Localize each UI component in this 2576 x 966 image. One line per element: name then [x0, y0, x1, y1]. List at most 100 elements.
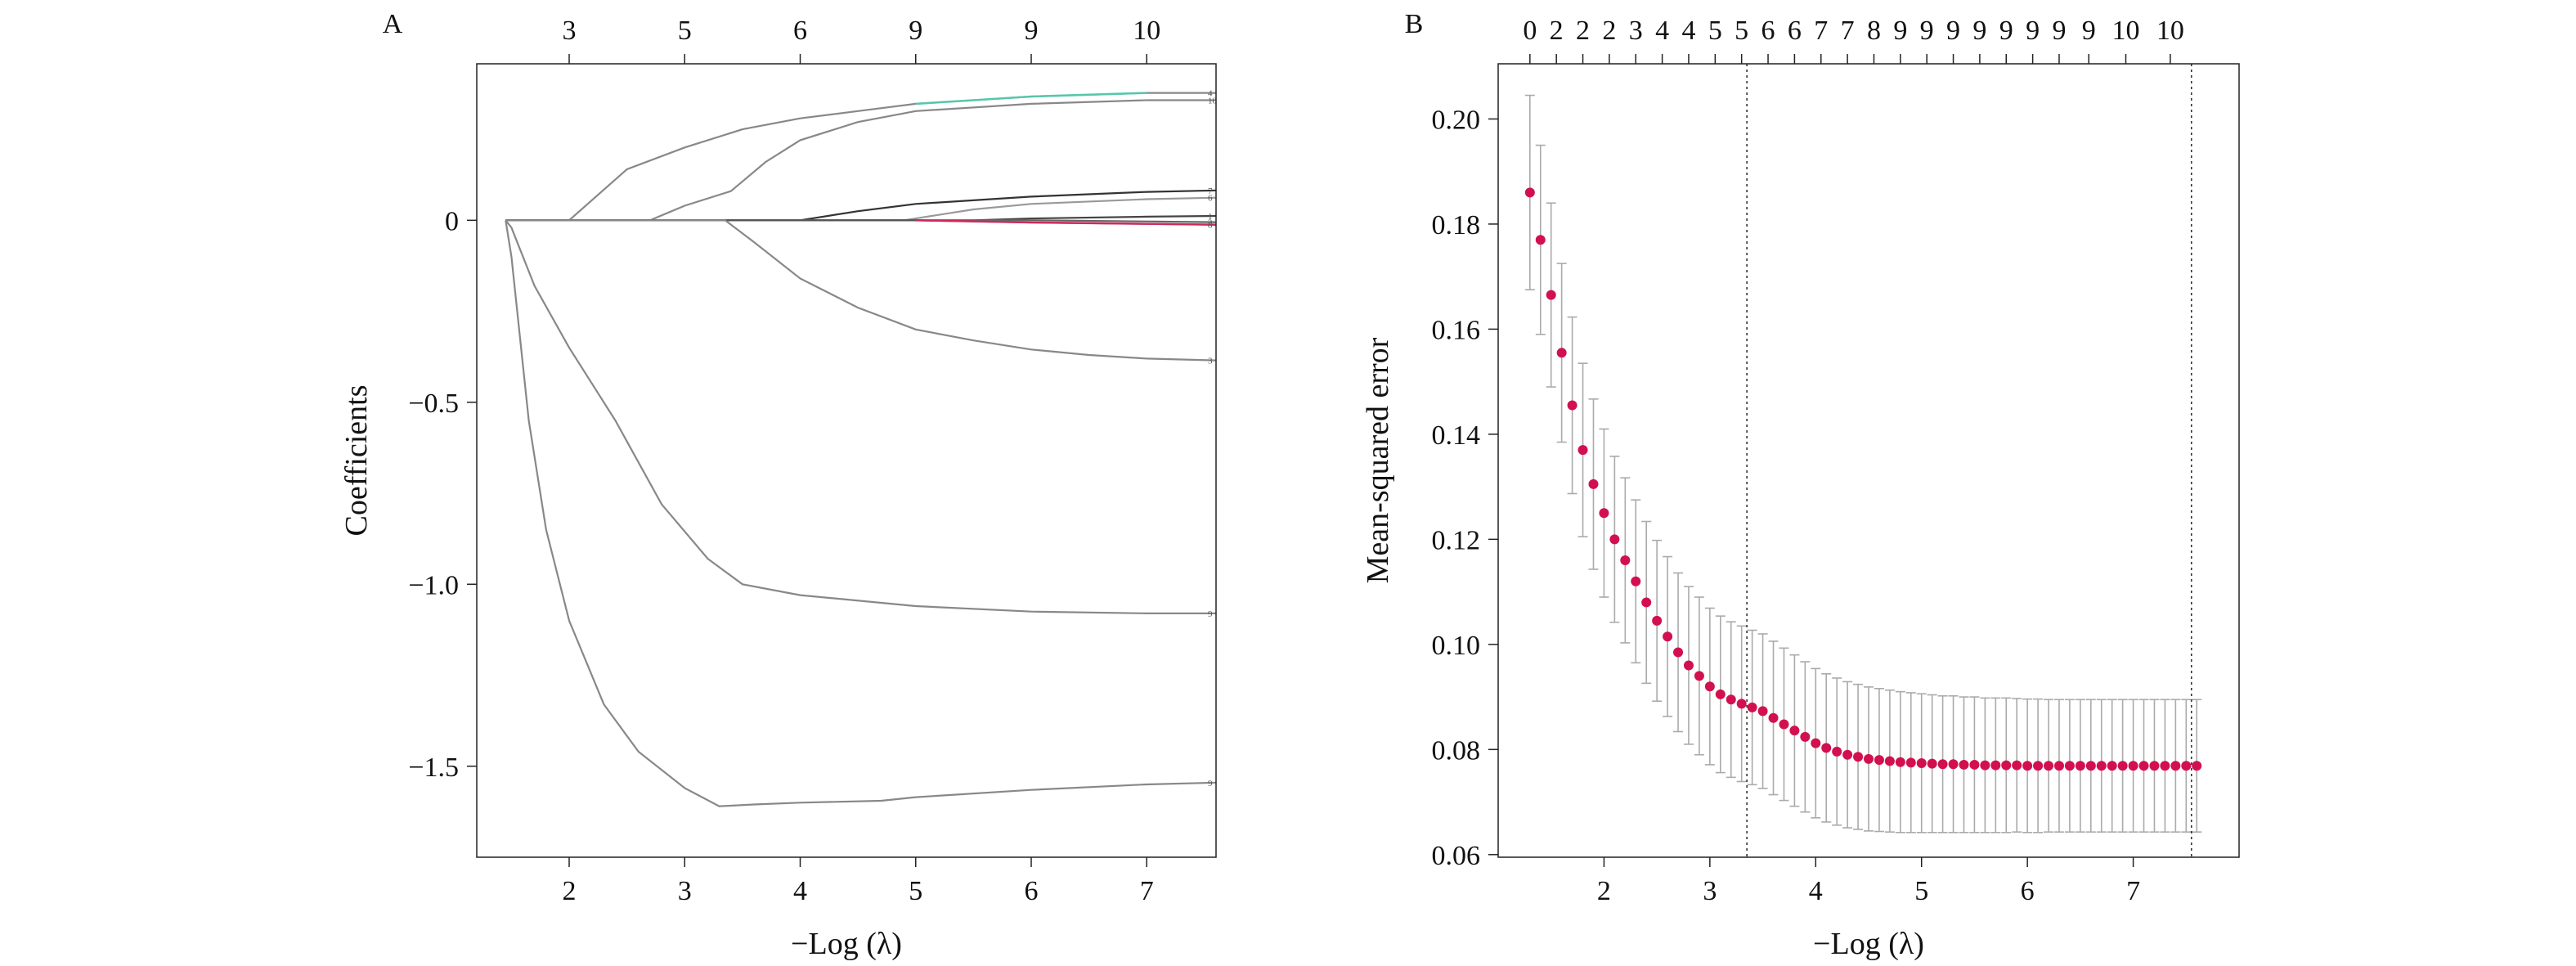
panel-b-top-tick-label: 9: [1999, 16, 2013, 46]
panel-a-y-tick-label: −1.0: [408, 570, 459, 600]
panel-a-y-tick-label: −0.5: [408, 389, 459, 419]
panel-b-top-tick-label: 9: [1972, 16, 1986, 46]
mse-point: [1800, 731, 1811, 742]
cross-validation-panel: 2 3 4 5 6 70.060.080.100.120.140.160.180.200 2…: [1361, 9, 2240, 961]
mse-point: [2001, 760, 2012, 771]
mse-point: [1980, 760, 1990, 771]
panel-b-top-tick-label: 7: [1814, 16, 1828, 46]
mse-point: [2064, 761, 2075, 771]
mse-point: [2117, 761, 2128, 771]
panel-a-plot-frame: [476, 63, 1217, 858]
mse-point: [1969, 759, 1980, 770]
panel-b-top-tick-label: 10: [2156, 16, 2184, 46]
coefficient-path-end-label: 9: [1208, 609, 1213, 619]
mse-point: [1599, 508, 1609, 519]
panel-b-y-tick-label: 0.20: [1432, 105, 1481, 135]
coefficient-path-end-label: 4: [1208, 89, 1213, 99]
mse-point: [1916, 758, 1927, 769]
mse-point: [2096, 761, 2107, 771]
panel-a-top-tick-label: 9: [1025, 16, 1039, 46]
coefficient-paths: 410 76 128 3 9 9: [505, 89, 1218, 807]
coefficient-path-3: [505, 189, 1217, 222]
panel-b-y-tick-label: 0.10: [1432, 631, 1481, 661]
mse-point: [1620, 555, 1631, 566]
panel-b-x-tick-label: 4: [1809, 876, 1823, 906]
mse-point: [1694, 671, 1704, 681]
mse-point: [2012, 760, 2022, 771]
coefficient-path-end-label: 10: [1208, 96, 1218, 106]
mse-point: [1577, 445, 1588, 456]
panel-b-x-tick-label: 6: [2021, 876, 2035, 906]
mse-point: [1631, 576, 1641, 586]
mse-point: [2128, 761, 2138, 771]
mse-point: [1673, 647, 1684, 658]
mse-point: [2138, 761, 2149, 771]
mse-point: [2053, 761, 2064, 771]
panel-a-x-tick-label: 4: [793, 876, 807, 906]
coefficient-path-end-label: 9: [1208, 779, 1213, 789]
mse-point: [1683, 660, 1694, 671]
coefficient-path-end-label: 7: [1208, 186, 1213, 196]
panel-a-y-axis-title: Coefficients: [339, 384, 374, 536]
panel-b-top-tick-label: 2: [1576, 16, 1590, 46]
coefficient-path-end-label: 3: [1208, 357, 1213, 366]
mse-point: [1715, 689, 1726, 699]
panel-a-top-tick-label: 10: [1133, 16, 1160, 46]
panel-b-top-tick-label: 5: [1708, 16, 1722, 46]
panel-a-x-tick-label: 2: [563, 876, 577, 906]
panel-b-x-tick-label: 2: [1597, 876, 1611, 906]
panel-a-y-tick-label: −1.5: [408, 753, 459, 783]
panel-b-top-tick-label: 6: [1788, 16, 1802, 46]
coefficient-path-end-label: 2: [1208, 218, 1213, 228]
coefficient-path-highlight-7: [915, 219, 1217, 226]
panel-a-x-tick-label: 6: [1025, 876, 1039, 906]
panel-b-top-tick-label: 7: [1841, 16, 1855, 46]
mse-point: [2075, 761, 2085, 771]
panel-b-top-tick-label: 0: [1523, 16, 1537, 46]
mse-point: [1567, 400, 1577, 411]
panel-b-top-tick-label: 8: [1867, 16, 1881, 46]
mse-point: [2149, 761, 2160, 771]
panel-b-y-tick-label: 0.08: [1432, 735, 1481, 766]
lambda-reference-lines: [1746, 64, 2192, 857]
mse-point: [1652, 615, 1663, 626]
mse-point: [1588, 479, 1599, 489]
coefficient-path-end-label: 8: [1208, 221, 1213, 231]
panel-b-top-tick-label: 3: [1629, 16, 1643, 46]
panel-b-top-tick-label: 4: [1655, 16, 1669, 46]
mse-point: [1757, 706, 1768, 717]
panel-b-top-tick-label: 9: [1893, 16, 1907, 46]
mse-point: [2160, 761, 2170, 771]
panel-b-top-tick-label: 9: [1946, 16, 1960, 46]
panel-b-top-tick-label: 6: [1761, 16, 1775, 46]
mse-point: [2044, 761, 2054, 771]
mse-point: [1663, 631, 1673, 642]
mse-point: [1747, 702, 1757, 712]
panel-b-top-tick-label: 2: [1550, 16, 1564, 46]
mse-point: [1779, 719, 1789, 730]
panel-b-top-tick-label: 4: [1681, 16, 1695, 46]
mse-point: [1704, 681, 1715, 692]
panel-b-top-tick-label: 2: [1602, 16, 1616, 46]
mse-point: [1864, 753, 1874, 764]
mse-point: [1609, 534, 1620, 545]
coefficient-path-10: [505, 220, 1217, 807]
mse-point: [2085, 761, 2096, 771]
mse-point: [1948, 759, 1959, 770]
coefficient-path-highlight-1: [915, 92, 1147, 106]
mse-point: [1853, 752, 1864, 762]
mse-point: [2192, 761, 2202, 771]
panel-a-y-tick-label: 0: [445, 206, 459, 236]
mse-points: [1524, 187, 2202, 771]
mse-point: [1905, 757, 1916, 768]
mse-point: [1990, 760, 2001, 771]
panel-b-y-tick-label: 0.12: [1432, 525, 1481, 555]
mse-point: [1832, 746, 1842, 757]
mse-point: [1524, 187, 1535, 198]
mse-point: [2107, 761, 2117, 771]
panel-b-x-tick-label: 7: [2126, 876, 2140, 906]
panel-b-top-tick-label: 5: [1735, 16, 1748, 46]
panel-b-y-tick-label: 0.14: [1432, 420, 1481, 451]
